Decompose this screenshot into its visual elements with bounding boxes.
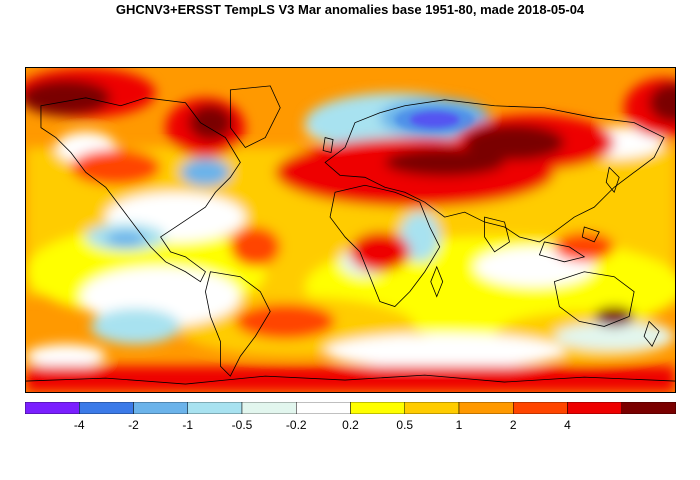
- legend-swatch: [79, 402, 134, 414]
- cold-core: [394, 106, 475, 133]
- legend-swatch: [350, 402, 405, 414]
- legend-swatch: [567, 402, 622, 414]
- legend-swatch: [241, 402, 297, 414]
- map-title: GHCNV3+ERSST TempLS V3 Mar anomalies bas…: [115, 2, 585, 17]
- color-legend: [25, 402, 676, 414]
- legend-tick-label: -4: [73, 418, 85, 432]
- legend-swatch: [621, 402, 676, 414]
- legend-tick-label: 0.2: [342, 418, 359, 432]
- legend-tick-label: 0.5: [396, 418, 414, 432]
- legend-bar: [25, 402, 676, 414]
- legend-tick-label: 1: [455, 418, 463, 432]
- legend-swatch: [187, 402, 243, 414]
- anomaly-map: [25, 67, 676, 393]
- legend-tick-label: 4: [564, 418, 571, 432]
- legend-tick-label: -0.2: [285, 418, 307, 432]
- legend-swatch: [25, 402, 80, 414]
- legend-tick-label: 2: [509, 418, 517, 432]
- coastlines: [26, 85, 675, 385]
- legend-tick-label: -0.5: [231, 418, 253, 432]
- anomaly-map-svg: [26, 68, 675, 392]
- legend-swatch: [404, 402, 460, 414]
- anomaly-field: [26, 68, 675, 392]
- legend-swatch: [133, 402, 188, 414]
- legend-swatch: [513, 402, 568, 414]
- legend-tick-labels: -4 -2 -1 -0.5 -0.2 0.2 0.5 1 2 4: [25, 418, 676, 438]
- legend-swatch: [458, 402, 514, 414]
- legend-tick-label: -1: [182, 418, 194, 432]
- legend-tick-label: -2: [128, 418, 139, 432]
- legend-swatch: [296, 402, 351, 414]
